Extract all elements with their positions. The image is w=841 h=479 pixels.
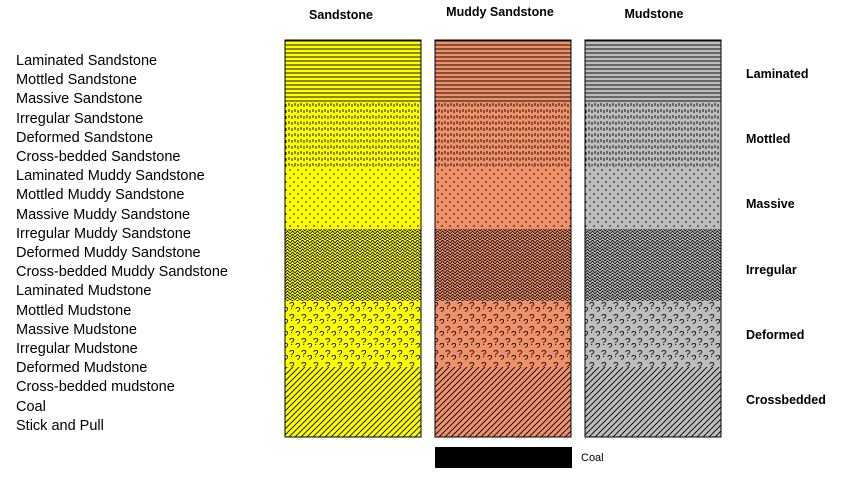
cell-deformed-pattern — [585, 301, 721, 367]
legend-item: Deformed Sandstone — [16, 129, 154, 146]
row-label-deformed: Deformed — [746, 328, 805, 342]
cell-crossbedded-pattern — [435, 367, 571, 437]
legend-item: Mottled Muddy Sandstone — [16, 187, 185, 204]
cell-mottled-pattern — [435, 103, 571, 166]
legend-item: Massive Muddy Sandstone — [16, 206, 191, 223]
legend-item: Laminated Mudstone — [16, 283, 152, 300]
legend-item: Deformed Mudstone — [16, 360, 148, 377]
row-label-laminated: Laminated — [746, 67, 809, 81]
column-header-sandstone: Sandstone — [309, 8, 373, 22]
row-label-irregular: Irregular — [746, 263, 797, 277]
coal-swatch-label: Coal — [581, 452, 604, 464]
legend-item: Mottled Sandstone — [16, 72, 137, 89]
legend-item: Coal — [16, 398, 46, 415]
legend-item: Irregular Muddy Sandstone — [16, 225, 191, 242]
cell-laminated-pattern — [435, 40, 571, 103]
cell-crossbedded-pattern — [285, 367, 421, 437]
legend-item: Massive Mudstone — [16, 321, 137, 338]
cell-massive-pattern — [285, 166, 421, 229]
column-border — [584, 39, 722, 438]
cell-crossbedded-pattern — [585, 367, 721, 437]
cell-deformed-pattern — [435, 301, 571, 367]
legend-item: Massive Sandstone — [16, 91, 143, 108]
column-border — [284, 39, 422, 438]
legend-item: Deformed Muddy Sandstone — [16, 245, 201, 262]
column-header-mudstone: Mudstone — [624, 7, 684, 21]
cell-irregular-pattern — [585, 229, 721, 301]
legend-item: Cross-bedded mudstone — [16, 379, 175, 396]
row-label-mottled: Mottled — [746, 132, 791, 146]
legend-item: Cross-bedded Muddy Sandstone — [16, 264, 228, 281]
column-border — [434, 39, 572, 438]
cell-laminated-pattern — [285, 40, 421, 103]
cell-deformed-pattern — [285, 301, 421, 367]
column-header-muddy-sandstone: Muddy Sandstone — [446, 5, 554, 19]
legend-item: Laminated Muddy Sandstone — [16, 168, 205, 185]
legend-item: Irregular Mudstone — [16, 341, 138, 358]
cell-massive-pattern — [435, 166, 571, 229]
cell-irregular-pattern — [285, 229, 421, 301]
cell-irregular-pattern — [435, 229, 571, 301]
row-label-massive: Massive — [746, 197, 795, 211]
legend-item: Irregular Sandstone — [16, 110, 144, 127]
legend-item: Laminated Sandstone — [16, 53, 158, 69]
row-label-crossbedded: Crossbedded — [746, 393, 826, 407]
facies-legend-list: Laminated Sandstone Mottled Sandstone Mass… — [16, 52, 228, 436]
cell-laminated-pattern — [585, 40, 721, 103]
legend-item: Stick and Pull — [16, 417, 104, 434]
legend-item: Cross-bedded Sandstone — [16, 149, 181, 166]
cell-mottled-pattern — [585, 103, 721, 166]
coal-swatch — [435, 447, 572, 468]
cell-massive-pattern — [585, 166, 721, 229]
cell-mottled-pattern — [285, 103, 421, 166]
legend-item: Mottled Mudstone — [16, 302, 132, 319]
